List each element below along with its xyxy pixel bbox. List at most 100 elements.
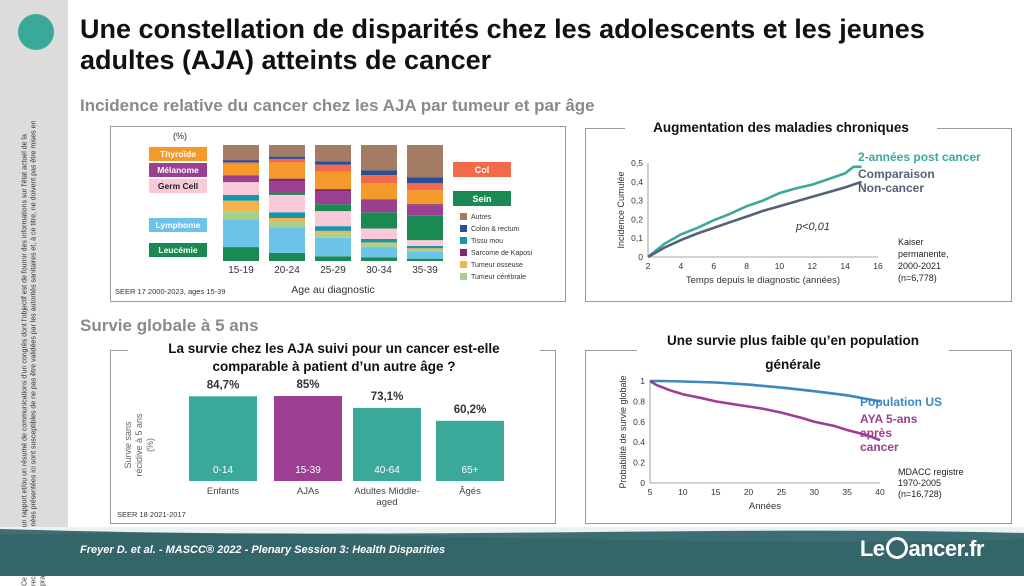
incidence-stacked-bar-chart: (%) 15-19 20-24 25-29 30-34 35-39 Age au diagn… [115,131,533,296]
source-note-line: MDACC registre [898,467,964,477]
series-legend-label: Population US [860,395,942,409]
legend-swatch [460,237,467,244]
tumor-label-text: Mélanome [157,165,199,175]
survival-bar [189,396,257,481]
tumor-label-box [149,243,207,257]
x-tick-label: 35-39 [412,265,438,276]
y-tick-label: 0,5 [631,158,643,168]
brand-logo: Le ancer.fr [860,536,985,562]
stack-segment [223,194,259,201]
tumor-label-box [149,163,207,177]
stack-segment [407,177,443,184]
stack-segment [269,178,305,181]
stack-segment [407,204,443,206]
stack-segment [315,237,351,257]
tumor-label-text: Germ Cell [158,181,198,191]
stack-segment [407,183,443,191]
legend-swatch [460,249,467,256]
stack-segment [315,230,351,234]
survival-y-axis-label: Probabilité de survie globale [618,375,628,488]
stack-segment [315,204,351,212]
legend-entry: Tumeur osseuse [471,262,523,269]
survival-category-label: Adultes Middle- [354,486,419,497]
stack-segment [223,160,259,163]
tumor-label-text: Sein [472,194,491,204]
stack-segment [315,164,351,172]
stack-segment [407,215,443,241]
stack-segment [361,199,397,201]
survival-curve-title-line-2: générale [765,357,821,372]
series-legend-label: cancer [860,440,899,454]
x-tick-label: 2 [646,261,651,271]
x-tick-label: 30 [810,487,820,497]
stack-segment [315,256,351,261]
stack-segment [361,212,397,229]
stack-segment [269,218,305,222]
stack-segment [407,251,443,259]
survival-age-range: 15-39 [295,465,321,476]
y-tick-label: 0.6 [633,417,645,427]
x-tick-label: 15 [711,487,721,497]
legend-entry: Sarcome de Kaposi [471,250,533,257]
stack-segment [361,242,397,244]
left-sidebar: Ce contenu est un un rapport et/ou un ré… [0,0,68,586]
stack-segment [223,211,259,220]
tumor-label-text: Thyroïde [160,149,196,159]
stack-segment [223,175,259,183]
series-line [649,379,881,442]
series-legend-label: 2-années post cancer [858,150,981,164]
survival-bar [353,407,421,481]
survival-x-axis-label: Années [749,501,781,512]
survival-curve-title: Une survie plus faible qu’en population … [637,329,949,377]
section-survival-title: Survie globale à 5 ans [80,316,259,335]
survival-line-chart: 00.20.40.60.815 10 15 20 25 30 35 40AnnéesProba… [618,375,964,512]
y-tick-label: 0.8 [633,396,645,406]
disclaimer-text: Ce contenu est un un rapport et/ou un ré… [21,120,47,586]
stack-segment [315,189,351,192]
stack-segment [315,226,351,231]
y-tick-label: 0,3 [631,196,643,206]
stack-segment [315,211,351,227]
x-tick-label: 8 [744,261,749,271]
incidence-y-unit: (%) [173,131,187,141]
y-tick-label: 0 [638,252,643,262]
stack-segment [269,212,305,219]
stack-segment [269,221,305,228]
survival-y-axis-label-line: récidive à 5 ans [134,413,144,477]
stack-segment [315,233,351,238]
stack-segment [315,171,351,190]
legend-swatch [460,261,467,268]
stack-segment [223,162,259,164]
survival-curve-title-line-1: Une survie plus faible qu’en population [666,333,920,348]
survival-category-label: Enfants [207,486,239,497]
survival-value-label: 60,2% [454,404,487,416]
x-tick-label: 35 [842,487,852,497]
source-note-line: 2000-2021 [898,261,941,271]
incidence-source-note: SEER 17 2000-2023, ages 15-39 [115,287,226,296]
tumor-label-text: Lymphome [155,220,200,230]
tumor-label-box [149,218,207,232]
survival-value-label: 73,1% [371,391,404,403]
source-note-line: (n=16,728) [898,489,942,499]
survival-y-axis-label-line: Survie sans [123,421,133,469]
stack-segment [361,145,397,171]
stack-segment [361,200,397,213]
survival-category-label: aged [376,497,397,508]
series-legend-label: Non-cancer [858,181,924,195]
x-tick-label: 30-34 [366,265,392,276]
citation-text: Freyer D. et al. - MASCC® 2022 - Plenary… [80,544,446,556]
survival-value-label: 84,7% [207,379,240,391]
page-title: Une constellation de disparités chez les… [80,14,925,75]
series-legend-label: après [860,426,892,440]
stack-segment [269,158,305,163]
section-incidence-title: Incidence relative du cancer chez les AJ… [80,96,595,115]
x-tick-label: 15-19 [228,265,254,276]
tumor-label-box [453,162,511,177]
y-tick-label: 0.4 [633,437,645,447]
survival-bar-title-line-1: La survie chez les AJA suivi pour un can… [168,341,500,356]
legend-swatch [460,225,467,232]
stack-segment [223,145,259,161]
stack-segment [407,240,443,246]
stack-segment [269,227,305,253]
y-tick-label: 0,4 [631,177,643,187]
